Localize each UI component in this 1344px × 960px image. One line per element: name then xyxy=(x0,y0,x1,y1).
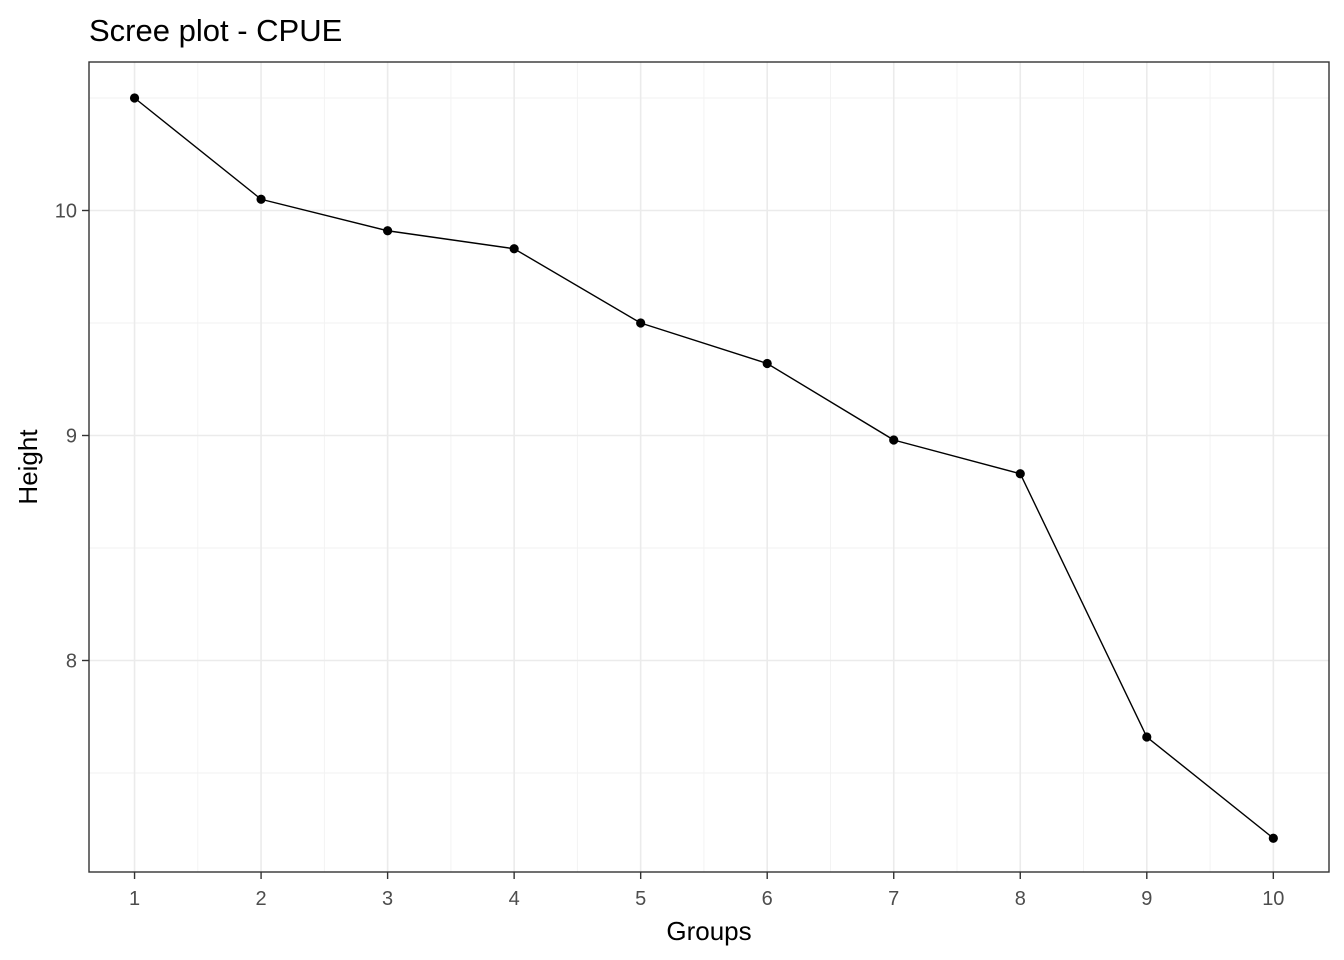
x-tick-label: 4 xyxy=(509,888,520,910)
data-point xyxy=(889,435,899,445)
x-tick-label: 9 xyxy=(1141,888,1152,910)
plot-panel-border xyxy=(88,61,1330,873)
y-axis-title: Height xyxy=(13,429,43,505)
data-point xyxy=(383,226,393,236)
series-line-group xyxy=(134,97,1274,839)
data-point xyxy=(1142,732,1152,742)
chart-title: Scree plot - CPUE xyxy=(89,13,342,48)
x-tick-label: 10 xyxy=(1262,888,1284,910)
data-point xyxy=(256,194,266,204)
data-point xyxy=(1268,833,1278,843)
x-tick-label: 1 xyxy=(129,888,140,910)
data-point xyxy=(1015,469,1025,479)
series-line xyxy=(134,97,1274,839)
x-tick-label: 8 xyxy=(1015,888,1026,910)
x-tick-label: 6 xyxy=(762,888,773,910)
data-point xyxy=(129,93,140,103)
x-tick-label: 5 xyxy=(635,888,646,910)
y-axis: 8 9 10 xyxy=(55,201,89,673)
x-tick-label: 3 xyxy=(382,888,393,910)
data-point xyxy=(762,358,772,369)
data-points xyxy=(129,93,1278,843)
minor-gridlines xyxy=(89,62,1329,872)
x-tick-label: 2 xyxy=(256,888,267,910)
data-point xyxy=(509,244,519,254)
major-gridlines xyxy=(89,62,1329,872)
y-tick-label: 10 xyxy=(55,201,77,223)
y-tick-label: 9 xyxy=(66,426,77,448)
data-point xyxy=(636,318,646,328)
x-tick-label: 7 xyxy=(888,888,899,910)
x-axis: 1 2 3 4 5 6 7 8 9 10 xyxy=(129,872,1284,910)
y-tick-label: 8 xyxy=(66,651,77,673)
x-axis-title: Groups xyxy=(666,916,751,946)
